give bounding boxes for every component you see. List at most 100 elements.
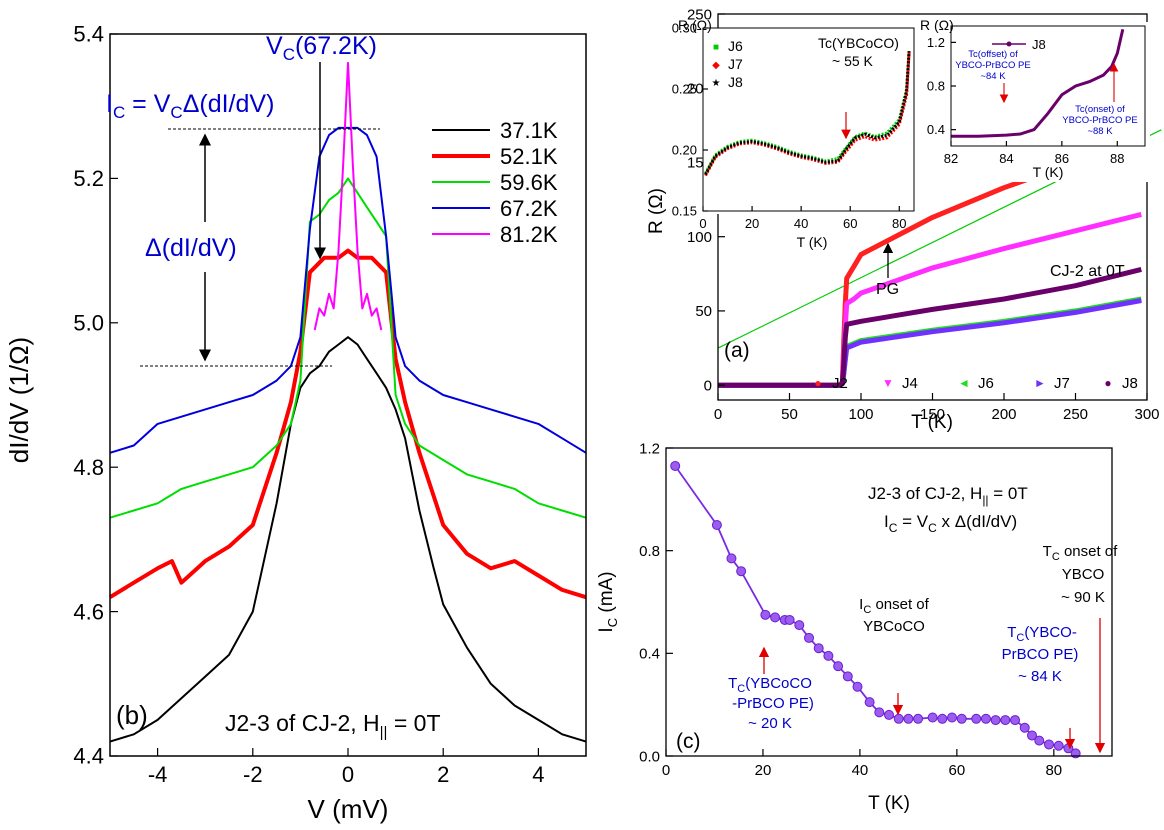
inset-1-y-tick-label: 0.30 [672,21,697,36]
svg-text:~ 90 K: ~ 90 K [1061,589,1105,606]
inset-1-y-tick-label: 0.15 [672,204,697,219]
panel-a-legend-marker: ► [1034,376,1046,390]
inset-1-y-tick-label: 0.25 [672,82,697,97]
panel-c-data-point [833,661,844,672]
panel-a-legend: ● J2 ▼ J4 ◄ J6 ► J7 ● J8 [814,375,1137,392]
inset-1-legend-label: J7 [728,56,743,72]
panel-b-legend-label: 37.1K [500,118,558,143]
svg-text:YBCO-PrBCO PE: YBCO-PrBCO PE [955,60,1031,71]
panel-a-legend-label: J8 [1122,375,1138,392]
inset-1-legend: ■ J6 ◆ J7 ★ J8 [712,38,743,90]
panel-b-y-tick-label: 4.4 [73,744,104,769]
panel-c-prbco-annotation: TC(YBCO- PrBCO PE) ~ 84 K [1002,624,1079,685]
panel-a-x-axis-label: T (K) [911,412,953,433]
inset-1-x-ticks: 0 20 40 60 80 [699,206,907,231]
panel-c-data-point [726,553,737,564]
panel-c-ybcoco-annotation: TC(YBCoCO -PrBCO PE) ~ 20 K [728,675,814,732]
panel-a-legend-label: J6 [978,375,994,392]
svg-text:~ 20 K: ~ 20 K [748,715,792,732]
svg-text:~84 K: ~84 K [980,71,1006,82]
panel-b-series-37.1K [109,336,587,743]
panel-c-data-point [903,713,914,724]
panel-c-data-point [956,713,967,724]
panel-c-data-point [927,712,938,723]
svg-text:TC(YBCoCO: TC(YBCoCO [728,675,812,695]
panel-c-panel-label: (c) [676,730,701,753]
panel-c-y-tick-label: 0.0 [639,748,660,765]
inset-2-y-axis-label: R (Ω) [920,17,954,33]
inset-1-legend-label: J6 [728,38,743,54]
panel-c-data-point [1010,715,1021,726]
panel-c-tc-onset-annotation: TC onset of YBCO ~ 90 K [1043,543,1118,606]
panel-a-legend-label: J2 [832,375,848,392]
panel-c-y-axis-label: IC (mA) [596,571,620,632]
panel-c-data-point [1034,735,1045,746]
inset-1-x-axis-label: T (K) [797,234,828,250]
panel-b-x-ticks: -4 -2 0 2 4 [148,748,545,787]
inset-2-y-tick-label: 1.2 [927,35,945,50]
panel-c-x-tick-label: 80 [1045,762,1062,779]
panel-a-x-tick-label: 300 [1134,406,1159,423]
panel-a-legend-label: J4 [902,375,918,392]
inset-1-x-tick-label: 80 [892,216,906,231]
panel-a-x-tick-label: 150 [920,406,945,423]
inset-1-annotation-2: ~ 55 K [832,53,874,69]
panel-a-inset-2: 82 84 86 88 0.4 0.8 1.2 T (K) R (Ω) J8 Tc(off… [920,17,1150,182]
panel-b-x-tick-label: 2 [437,762,449,787]
panel-b-delta-label: Δ(dI/dV) [145,234,237,262]
panel-c-y-tick-label: 0.4 [639,646,660,663]
inset-2-y-tick-label: 0.8 [927,79,945,94]
panel-b-x-axis-label: V (mV) [308,794,389,824]
panel-a-x-tick-label: 200 [991,406,1016,423]
panel-b-legend-label: 52.1K [500,144,558,169]
panel-c-data-point [770,612,781,623]
inset-1-x-tick-label: 40 [794,216,808,231]
panel-a-panel-label: (a) [724,339,750,362]
panel-b-y-axis-label: dI/dV (1/Ω) [4,337,34,463]
panel-a-y-tick-label: 50 [695,303,712,320]
panel-a-x-ticks: 0 50 100 150 200 250 300 [714,393,1160,423]
panel-b-y-ticks: 4.4 4.6 4.8 5.0 5.2 5.4 [73,22,118,769]
panel-b-series-81.2K [313,61,383,331]
inset-1-series [704,49,911,177]
panel-c-data-point [874,707,885,718]
panel-c-data-point [1019,722,1030,733]
panel-a-legend-marker: ● [1104,376,1111,390]
panel-c-y-tick-label: 1.2 [639,440,660,457]
panel-a-pg-label: PG [876,281,899,298]
panel-a-x-tick-label: 100 [848,406,873,423]
panel-c-data-point [736,566,747,577]
svg-text:TC(YBCO-: TC(YBCO- [1007,624,1077,644]
panel-c-ic-onset-annotation: IC onset of YBCoCO [859,596,929,635]
panel-b-ic-equation: IC = VCΔ(dI/dV) [106,90,274,122]
inset-1-x-tick-label: 0 [699,216,706,231]
inset-1-annotation-1: Tc(YBCoCO) [818,35,899,51]
inset-1-frame [702,27,915,212]
panel-c-data-point [947,712,958,723]
panel-a-y-tick-label: 250 [687,6,712,23]
inset-1-legend-marker: ★ [712,78,721,89]
panel-c-data-point [842,671,853,682]
panel-a-legend-marker: ◄ [958,376,970,390]
svg-text:-PrBCO PE): -PrBCO PE) [732,695,814,712]
inset-2-legend: J8 [992,37,1046,52]
panel-a-legend-label: J7 [1054,375,1070,392]
panel-a-cj2-label: CJ-2 at 0T [1050,263,1125,280]
inset-2-x-axis-label: T (K) [1033,164,1064,180]
inset-2-x-tick-label: 84 [999,151,1013,166]
panel-b-x-tick-label: -4 [148,762,168,787]
svg-text:YBCoCO: YBCoCO [863,618,925,635]
panel-c-x-tick-label: 40 [852,762,869,779]
panel-b-y-tick-label: 4.6 [73,599,104,624]
panel-c-data-point [760,609,771,620]
inset-1-x-tick-label: 60 [843,216,857,231]
panel-a-legend-marker: ▼ [882,376,894,390]
panel-c-x-tick-label: 0 [662,762,670,779]
panel-b-y-tick-label: 5.0 [73,311,104,336]
inset-1-series-J8 [704,51,911,176]
panel-a-x-tick-label: 0 [714,406,722,423]
panel-c-data-point [711,520,722,530]
panel-c-x-tick-label: 20 [755,762,772,779]
